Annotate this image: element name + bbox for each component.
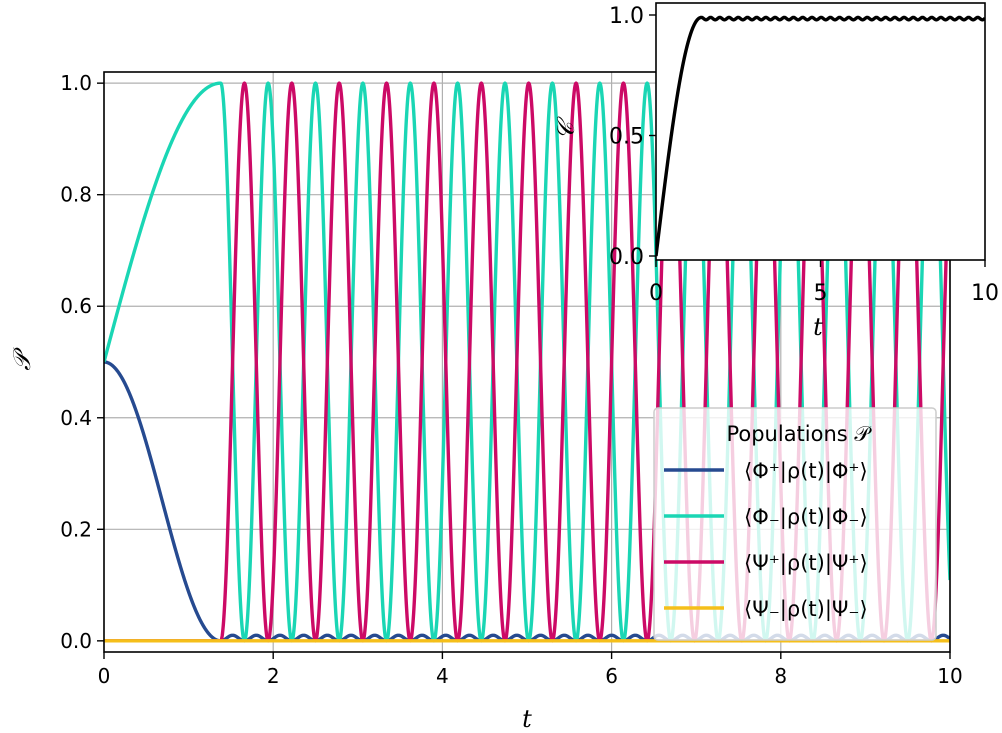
main-y-tick-label: 1.0: [60, 71, 92, 95]
inset-series-group: [656, 15, 985, 257]
main-y-tick-label: 0.2: [60, 517, 92, 541]
legend-box: [653, 407, 937, 641]
main-y-axis-label: 𝒫: [8, 347, 36, 371]
legend-entry-label: ⟨Φ⁺|ρ(t)|Φ⁺⟩: [744, 459, 868, 484]
inset-y-tick-label: 0.0: [609, 245, 644, 270]
legend-entry-label: ⟨Ψ₋|ρ(t)|Ψ₋⟩: [744, 597, 868, 622]
inset-y-tick-label: 1.0: [609, 4, 644, 29]
concurrence-series: [656, 15, 985, 257]
inset-y-tick-label: 0.5: [609, 125, 644, 150]
inset-chart: 0 5 10 0.00.51.0 t 𝒞: [552, 2, 999, 341]
inset-x-tick-label: 0: [649, 281, 663, 306]
legend-entry-label: ⟨Φ₋|ρ(t)|Φ₋⟩: [744, 505, 868, 530]
main-y-tick-label: 0.4: [60, 406, 92, 430]
inset-x-tick-label: 10: [971, 281, 999, 306]
main-y-tick-label: 0.0: [60, 629, 92, 653]
main-x-tick-label: 4: [436, 664, 449, 688]
inset-y-ticks: 0.0 0.5 1.0: [609, 4, 656, 270]
inset-plot-background: [656, 3, 985, 260]
main-y-ticks: 0.0 0.2 0.4 0.6 0.8 1.0: [60, 71, 104, 653]
legend-title: Populations 𝒫: [726, 422, 872, 446]
main-x-axis-label: t: [522, 705, 532, 733]
main-x-tick-label: 2: [267, 664, 280, 688]
inset-x-axis-label: t: [813, 313, 823, 341]
main-x-ticks: 0 2 4 6 8 10: [98, 652, 963, 688]
inset-x-ticks: 0 5 10: [649, 260, 999, 306]
main-axes-frame: [103, 71, 951, 653]
main-x-tick-label: 8: [774, 664, 787, 688]
main-x-tick-label: 6: [605, 664, 618, 688]
main-y-tick-label: 0.6: [60, 294, 92, 318]
main-x-tick-label: 10: [937, 664, 962, 688]
legend-entries: ⟨Φ⁺|ρ(t)|Φ⁺⟩ ⟨Φ₋|ρ(t)|Φ₋⟩ ⟨Ψ⁺|ρ(t)|Ψ⁺⟩ ⟨Ψ₋|…: [664, 459, 868, 622]
main-x-tick-label: 0: [98, 664, 111, 688]
legend-entry-label: ⟨Ψ⁺|ρ(t)|Ψ⁺⟩: [744, 551, 868, 576]
legend: Populations 𝒫 ⟨Φ⁺|ρ(t)|Φ⁺⟩ ⟨Φ₋|ρ(t)|Φ₋⟩ ⟨Ψ…: [653, 407, 937, 641]
inset-x-tick-label: 5: [814, 281, 828, 306]
main-y-tick-label: 0.8: [60, 183, 92, 207]
